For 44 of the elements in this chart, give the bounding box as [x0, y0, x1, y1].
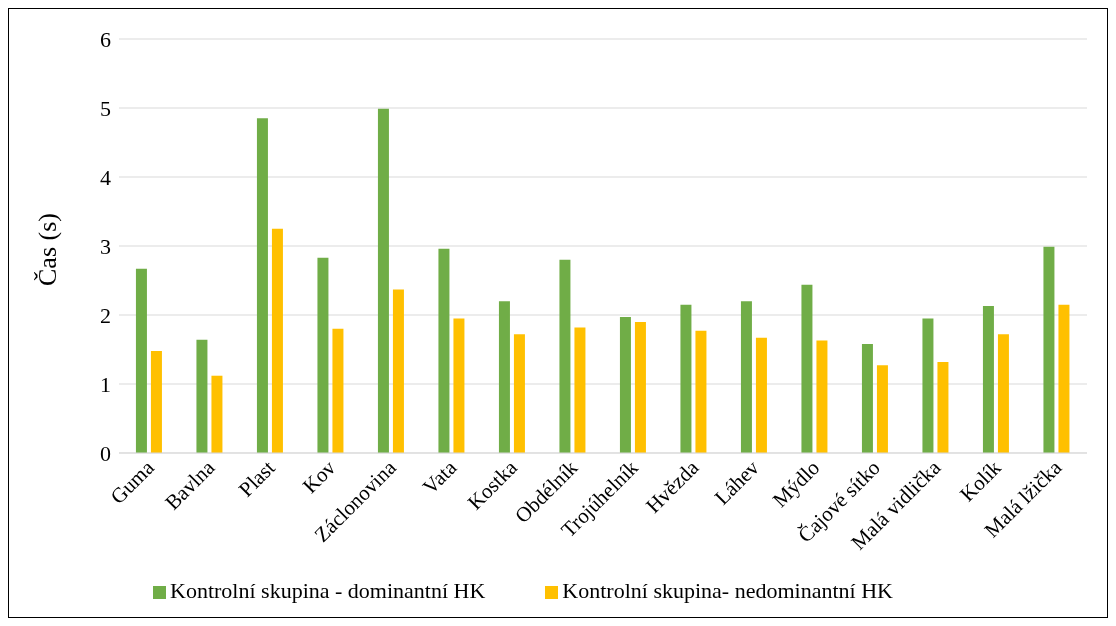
y-tick-label: 6 [100, 26, 111, 52]
bar [332, 328, 344, 453]
bar [861, 343, 873, 453]
bar [498, 301, 510, 453]
bar [135, 268, 147, 453]
bar [997, 334, 1009, 453]
bar [876, 365, 888, 453]
bar [740, 301, 752, 453]
bar [211, 375, 223, 453]
bar [695, 330, 707, 453]
bar [801, 284, 813, 453]
bar [438, 248, 450, 453]
bar [1043, 246, 1055, 453]
bar [574, 327, 586, 453]
bar [317, 257, 329, 453]
x-tick-label: Plast [233, 455, 280, 502]
bar [937, 361, 949, 453]
legend-label: Kontrolní skupina- nedominantní HK [562, 578, 893, 603]
y-tick-label: 5 [100, 95, 111, 121]
bar [196, 339, 208, 453]
y-axis-title: Čas (s) [33, 213, 63, 286]
y-tick-label: 1 [100, 371, 111, 397]
bar [377, 108, 389, 453]
y-tick-label: 4 [100, 164, 111, 190]
bar [680, 304, 692, 453]
bar [453, 318, 465, 453]
bar [513, 334, 525, 453]
bar [619, 317, 631, 453]
bar [755, 337, 767, 453]
y-tick-label: 3 [100, 233, 111, 259]
bar [634, 321, 646, 453]
bar [1058, 304, 1070, 453]
bar [271, 228, 283, 453]
bar [150, 350, 162, 453]
legend-label: Kontrolní skupina - dominantní HK [170, 578, 486, 603]
bar [256, 118, 268, 453]
bar [559, 259, 571, 453]
y-tick-label: 0 [100, 440, 111, 466]
x-tick-label: Vata [417, 455, 462, 499]
y-tick-label: 2 [100, 302, 111, 328]
bar [982, 306, 994, 453]
bar [816, 340, 828, 453]
bar [392, 289, 404, 453]
bar [922, 318, 934, 453]
